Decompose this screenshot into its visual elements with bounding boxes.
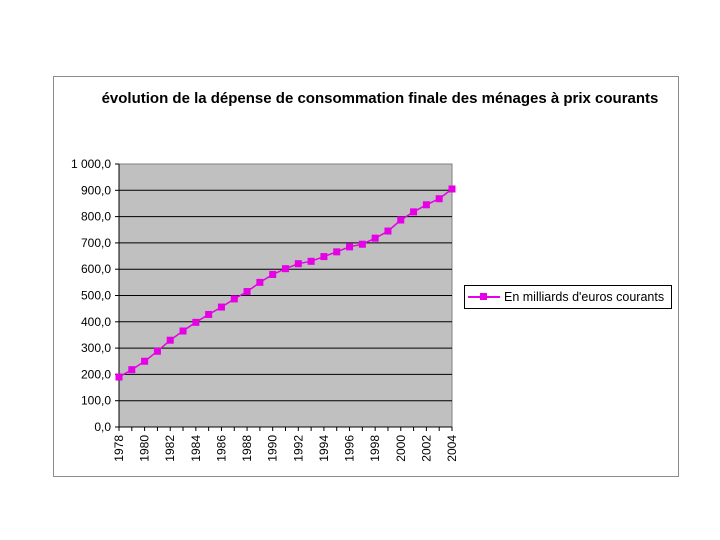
legend-marker-icon: [468, 290, 500, 304]
data-point: [141, 357, 149, 365]
x-tick-label: 2002: [419, 435, 433, 462]
x-tick-label: 1994: [317, 435, 331, 462]
y-tick-label: 300,0: [81, 341, 111, 355]
data-point: [448, 185, 456, 193]
x-tick-label: 1984: [189, 435, 203, 462]
data-point: [115, 373, 123, 381]
data-point: [205, 310, 213, 318]
x-tick-label: 1980: [138, 435, 152, 462]
data-point: [294, 260, 302, 268]
data-point: [243, 288, 251, 296]
x-tick-label: 1996: [343, 435, 357, 462]
data-point: [346, 243, 354, 251]
y-tick-label: 100,0: [81, 394, 111, 408]
x-tick-label: 1986: [214, 435, 228, 462]
data-point: [217, 303, 225, 311]
y-tick-label: 900,0: [81, 183, 111, 197]
legend-label: En milliards d'euros courants: [504, 290, 665, 304]
data-point: [307, 257, 315, 265]
data-point: [166, 336, 174, 344]
y-tick-label: 800,0: [81, 210, 111, 224]
chart-title: évolution de la dépense de consommation …: [101, 90, 659, 107]
data-point: [128, 366, 136, 374]
x-tick-label: 1992: [291, 435, 305, 462]
data-point: [384, 227, 392, 235]
y-tick-label: 600,0: [81, 262, 111, 276]
chart-legend: En milliards d'euros courants: [464, 285, 672, 309]
data-point: [153, 347, 161, 355]
y-tick-label: 200,0: [81, 367, 111, 381]
data-point: [422, 201, 430, 209]
data-point: [410, 208, 418, 216]
data-point: [333, 248, 341, 256]
y-tick-label: 0,0: [94, 420, 111, 434]
x-tick-label: 2004: [445, 435, 459, 462]
x-tick-label: 1982: [163, 435, 177, 462]
x-tick-label: 1990: [266, 435, 280, 462]
x-tick-label: 1978: [112, 435, 126, 462]
data-point: [358, 240, 366, 248]
y-tick-label: 500,0: [81, 289, 111, 303]
data-point: [256, 278, 264, 286]
x-tick-label: 1988: [240, 435, 254, 462]
y-tick-label: 1 000,0: [71, 157, 111, 171]
data-point: [282, 265, 289, 273]
data-point: [371, 234, 379, 242]
data-point: [397, 216, 405, 224]
data-point: [269, 270, 277, 278]
x-tick-label: 2000: [394, 435, 408, 462]
data-point: [179, 327, 187, 335]
data-point: [192, 318, 200, 326]
data-point: [435, 195, 443, 203]
data-point: [230, 295, 238, 303]
y-tick-label: 700,0: [81, 236, 111, 250]
x-tick-label: 1998: [368, 435, 382, 462]
data-point: [320, 253, 328, 261]
y-tick-label: 400,0: [81, 315, 111, 329]
